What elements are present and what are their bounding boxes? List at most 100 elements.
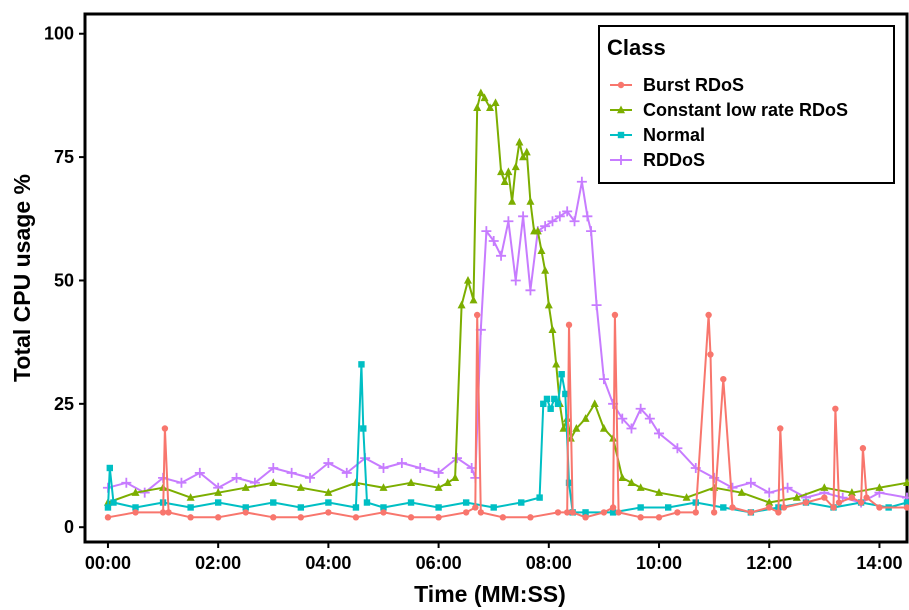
data-point bbox=[121, 477, 132, 488]
data-point bbox=[537, 246, 546, 255]
legend-item: RDDoS bbox=[610, 150, 705, 170]
x-tick-label: 08:00 bbox=[526, 553, 572, 573]
data-point bbox=[729, 504, 736, 511]
data-point bbox=[665, 504, 672, 511]
data-point bbox=[132, 504, 139, 511]
legend-box bbox=[598, 25, 895, 184]
data-point bbox=[435, 514, 442, 521]
data-point bbox=[488, 235, 499, 246]
data-point bbox=[358, 361, 365, 368]
data-point bbox=[875, 483, 884, 491]
legend-label: Normal bbox=[643, 125, 705, 145]
data-point bbox=[654, 428, 665, 439]
data-point bbox=[582, 509, 589, 516]
data-point bbox=[490, 504, 497, 511]
series-layer bbox=[102, 88, 909, 521]
data-point bbox=[510, 275, 521, 286]
data-point bbox=[609, 509, 617, 516]
data-point bbox=[847, 488, 856, 496]
x-tick-label: 04:00 bbox=[305, 553, 351, 573]
y-tick-label: 50 bbox=[54, 270, 74, 290]
data-point bbox=[286, 467, 297, 478]
data-point bbox=[323, 458, 334, 469]
data-point bbox=[132, 509, 139, 516]
data-point bbox=[379, 483, 388, 491]
data-point bbox=[363, 499, 371, 506]
data-point bbox=[241, 483, 250, 491]
data-point bbox=[268, 462, 279, 473]
data-point bbox=[325, 509, 332, 516]
data-point bbox=[518, 211, 529, 222]
data-point bbox=[792, 493, 801, 501]
legend-marker bbox=[617, 105, 625, 114]
series-line bbox=[107, 363, 908, 514]
data-point bbox=[469, 295, 478, 304]
data-point bbox=[832, 405, 839, 412]
data-point bbox=[802, 499, 810, 506]
data-point bbox=[565, 479, 573, 486]
data-point bbox=[775, 509, 782, 516]
data-point bbox=[497, 167, 506, 176]
data-point bbox=[508, 197, 517, 205]
legend-item: Constant low rate RDoS bbox=[610, 100, 848, 120]
x-tick-label: 10:00 bbox=[636, 553, 682, 573]
data-point bbox=[407, 499, 415, 506]
data-point bbox=[544, 300, 553, 309]
data-point bbox=[159, 509, 167, 516]
data-point bbox=[519, 152, 528, 161]
data-point bbox=[705, 311, 712, 319]
data-point bbox=[682, 493, 691, 501]
data-point bbox=[451, 473, 460, 482]
data-point bbox=[214, 488, 223, 496]
data-point bbox=[486, 103, 495, 111]
data-point bbox=[242, 504, 249, 511]
legend-marker bbox=[617, 81, 625, 89]
data-point bbox=[547, 405, 554, 412]
data-point bbox=[611, 311, 619, 319]
data-point bbox=[780, 504, 788, 511]
data-point bbox=[473, 103, 482, 111]
data-point bbox=[548, 325, 557, 334]
data-point bbox=[576, 176, 587, 187]
legend-label: RDDoS bbox=[643, 150, 705, 170]
data-point bbox=[480, 93, 489, 102]
data-point bbox=[110, 499, 117, 506]
data-point bbox=[609, 504, 617, 511]
data-point bbox=[462, 499, 470, 506]
x-axis-title: Time (MM:SS) bbox=[414, 581, 566, 607]
data-point bbox=[341, 467, 352, 478]
data-point bbox=[481, 226, 492, 237]
legend-item: Normal bbox=[610, 125, 705, 145]
data-point bbox=[500, 177, 509, 185]
data-point bbox=[572, 424, 581, 432]
data-point bbox=[270, 514, 277, 521]
data-point bbox=[269, 478, 278, 486]
data-point bbox=[473, 311, 481, 319]
series-burst-rdos bbox=[104, 311, 909, 521]
data-point bbox=[863, 494, 870, 501]
data-point bbox=[504, 167, 513, 176]
data-point bbox=[522, 147, 531, 156]
data-point bbox=[764, 487, 775, 498]
data-point bbox=[745, 477, 756, 488]
axes-layer: 00:00 02:00 04:00 06:00 08:00 10:00 12:00 14:00… bbox=[44, 24, 903, 573]
data-point bbox=[435, 504, 442, 511]
data-point bbox=[857, 499, 865, 506]
data-point bbox=[242, 509, 249, 516]
data-point bbox=[407, 514, 415, 521]
y-axis-title: Total CPU usage % bbox=[9, 174, 35, 382]
data-point bbox=[515, 137, 524, 146]
data-point bbox=[457, 300, 466, 309]
data-point bbox=[655, 488, 664, 496]
x-tick-label: 14:00 bbox=[856, 553, 902, 573]
data-point bbox=[525, 285, 536, 296]
data-point bbox=[305, 472, 316, 483]
data-point bbox=[848, 494, 856, 501]
y-tick-label: 100 bbox=[44, 24, 74, 44]
data-point bbox=[903, 478, 909, 486]
data-point bbox=[477, 509, 485, 516]
data-point bbox=[563, 509, 571, 516]
series-constant-low-rate-rdos bbox=[103, 88, 909, 506]
data-point bbox=[552, 359, 561, 368]
data-point bbox=[533, 226, 542, 235]
